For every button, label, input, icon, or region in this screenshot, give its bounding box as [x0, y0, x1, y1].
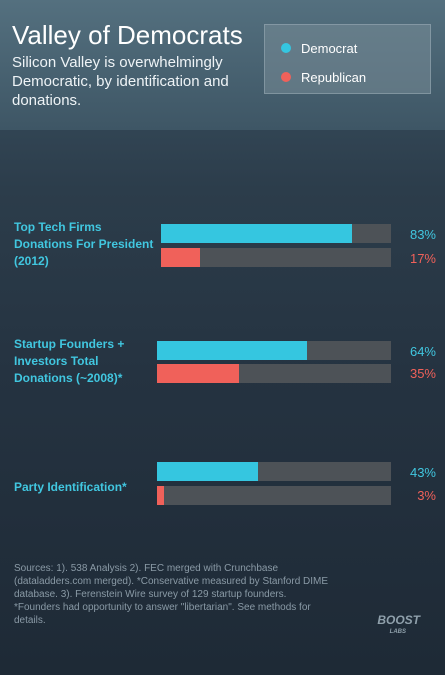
sources-note: Sources: 1). 538 Analysis 2). FEC merged… — [14, 563, 329, 626]
republican-dot-icon — [281, 72, 291, 82]
legend-item-democrat: Democrat — [281, 40, 357, 56]
boost-labs-logo: BOOST LABS — [377, 613, 421, 635]
category-label-1: Top Tech Firms Donations For President (… — [14, 220, 154, 268]
bar-republican-2 — [157, 364, 239, 383]
logo-text-bottom: LABS — [390, 629, 406, 635]
value-label-democrat-1: 83% — [409, 227, 436, 242]
legend: Democrat Republican — [264, 24, 431, 94]
logo-text-top: BOOST — [377, 613, 421, 627]
bar-track-3-republican — [157, 486, 391, 505]
value-label-democrat-3: 43% — [409, 465, 436, 480]
category-label-2: Startup Founders + Investors Total Donat… — [14, 337, 125, 385]
legend-label-democrat: Democrat — [301, 40, 358, 56]
bar-track-2-democrat — [157, 341, 391, 360]
bar-democrat-1 — [161, 224, 352, 243]
value-label-republican-2: 35% — [409, 366, 436, 381]
value-label-republican-3: 3% — [417, 488, 436, 503]
legend-item-republican: Republican — [281, 69, 366, 85]
header-panel: Valley of Democrats Silicon Valley is ov… — [0, 0, 445, 130]
bar-track-1-republican — [161, 248, 391, 267]
bar-republican-3 — [157, 486, 164, 505]
legend-label-republican: Republican — [301, 69, 367, 85]
value-label-republican-1: 17% — [409, 251, 436, 266]
value-label-democrat-2: 64% — [409, 344, 436, 359]
bar-track-1-democrat — [161, 224, 391, 243]
bar-democrat-3 — [157, 462, 258, 481]
chart-title: Valley of Democrats — [12, 20, 243, 50]
bar-track-3-democrat — [157, 462, 391, 481]
bar-track-2-republican — [157, 364, 391, 383]
democrat-dot-icon — [281, 43, 291, 53]
category-label-3: Party Identification* — [14, 480, 127, 494]
bar-democrat-2 — [157, 341, 307, 360]
bar-republican-1 — [161, 248, 200, 267]
chart-subtitle: Silicon Valley is overwhelmingly Democra… — [12, 54, 229, 109]
